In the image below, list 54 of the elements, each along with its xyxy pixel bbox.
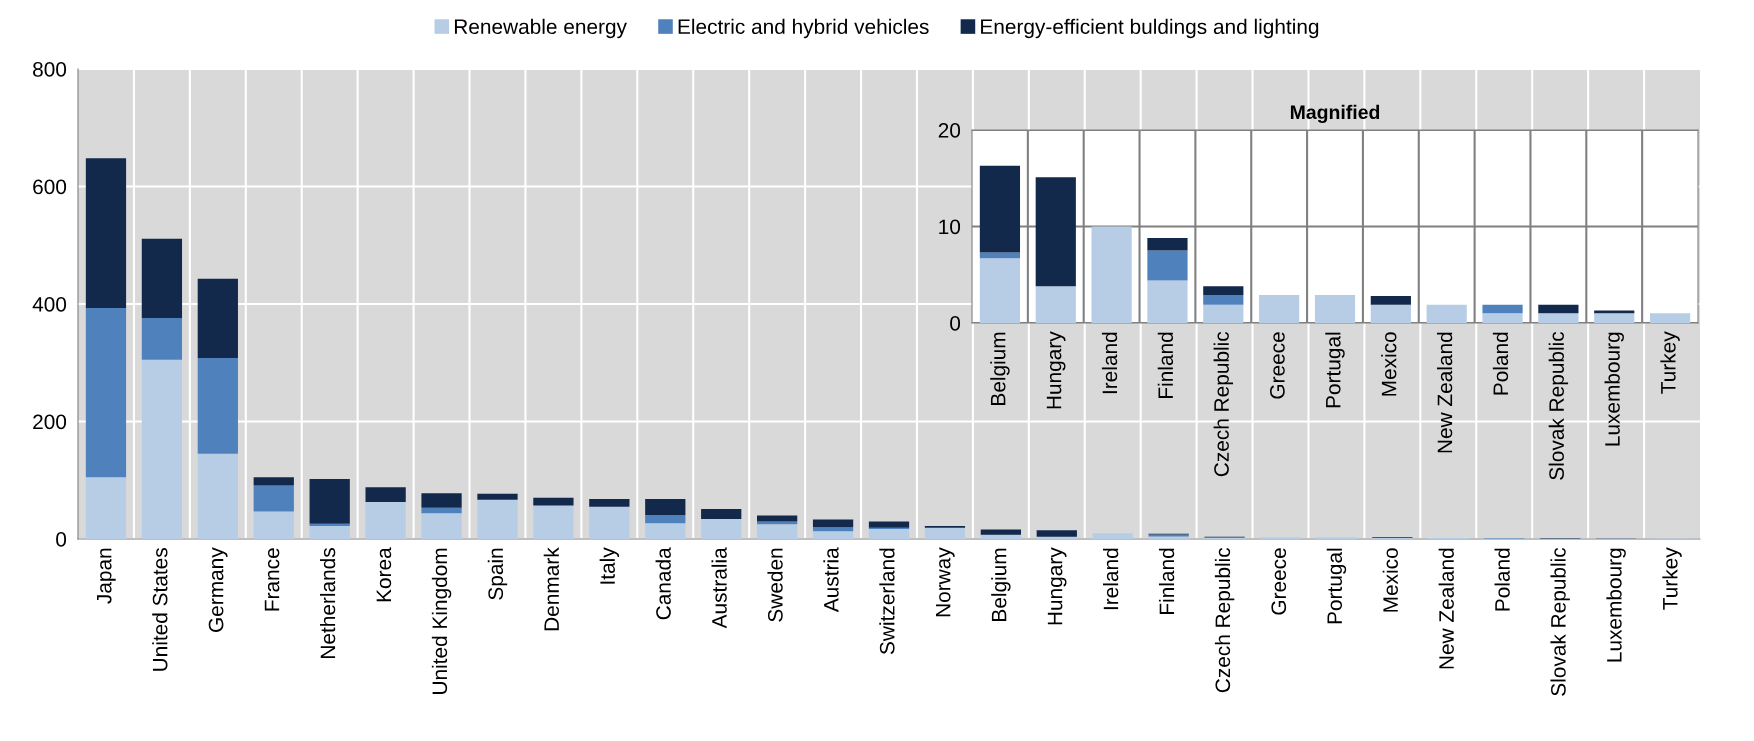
- x-tick-label: United Kingdom: [431, 548, 452, 694]
- y-tick-label: 400: [32, 297, 67, 312]
- x-tick-label: Belgium: [990, 332, 1010, 405]
- y-tick-label: 800: [33, 62, 67, 77]
- x-tick-label: Korea: [376, 547, 392, 602]
- x-tick-label: New Zealand: [1438, 548, 1454, 669]
- x-tick-label: Slovak Republic: [1550, 547, 1570, 696]
- x-tick-label: Finland: [1158, 548, 1175, 614]
- x-tick-label: Canada: [655, 547, 671, 620]
- x-tick-label: Portugal: [1325, 332, 1345, 408]
- x-tick-label: Belgium: [991, 548, 1011, 621]
- x-tick-label: Sweden: [767, 548, 783, 622]
- legend-label: Electric and hybrid vehicles: [678, 18, 929, 39]
- legend-label: Renewable energy: [454, 18, 627, 39]
- x-tick-label: Slovak Republic: [1548, 331, 1569, 480]
- y-tick-label: 10: [939, 219, 961, 235]
- x-tick-label: Spain: [487, 548, 508, 600]
- x-tick-label: Mexico: [1381, 332, 1397, 396]
- x-tick-label: Denmark: [543, 547, 560, 631]
- x-tick-label: Austria: [823, 547, 839, 613]
- x-tick-label: Australia: [711, 547, 727, 629]
- legend-label: Energy-efficient buldings and lighting: [981, 18, 1319, 39]
- x-tick-label: Turkey: [1662, 547, 1682, 610]
- x-tick-label: Czech Republic: [1213, 331, 1234, 477]
- x-tick-label: Luxembourg: [1606, 548, 1626, 662]
- x-tick-label: Switzerland: [879, 548, 895, 655]
- x-tick-label: Germany: [208, 547, 228, 632]
- x-tick-label: New Zealand: [1436, 332, 1453, 453]
- x-tick-label: Italy: [599, 547, 620, 584]
- x-tick-label: Finland: [1157, 332, 1174, 398]
- y-tick-label: 200: [33, 414, 67, 430]
- x-tick-label: Turkey: [1660, 331, 1680, 394]
- x-tick-label: Poland: [1494, 548, 1510, 611]
- x-tick-label: Netherlands: [319, 548, 336, 658]
- x-tick-label: Poland: [1492, 332, 1509, 395]
- x-tick-label: Japan: [97, 548, 116, 604]
- x-tick-label: Ireland: [1101, 332, 1118, 394]
- chart-title: Magnified: [1290, 104, 1380, 124]
- y-tick-label: 20: [938, 123, 961, 138]
- x-tick-label: Greece: [1271, 548, 1287, 615]
- x-tick-label: Norway: [935, 547, 955, 617]
- x-tick-label: Ireland: [1103, 548, 1119, 610]
- x-tick-label: Luxembourg: [1604, 332, 1624, 446]
- x-tick-label: Greece: [1269, 332, 1285, 399]
- y-tick-label: 0: [950, 316, 961, 331]
- x-tick-label: United States: [152, 548, 168, 671]
- y-tick-label: 600: [33, 179, 67, 195]
- x-tick-label: Portugal: [1326, 548, 1347, 624]
- x-tick-label: France: [264, 548, 280, 611]
- x-tick-label: Hungary: [1047, 547, 1067, 625]
- x-tick-label: Czech Republic: [1214, 547, 1235, 693]
- x-tick-label: Hungary: [1046, 331, 1066, 409]
- y-tick-label: 0: [56, 532, 67, 547]
- x-tick-label: Mexico: [1382, 548, 1398, 612]
